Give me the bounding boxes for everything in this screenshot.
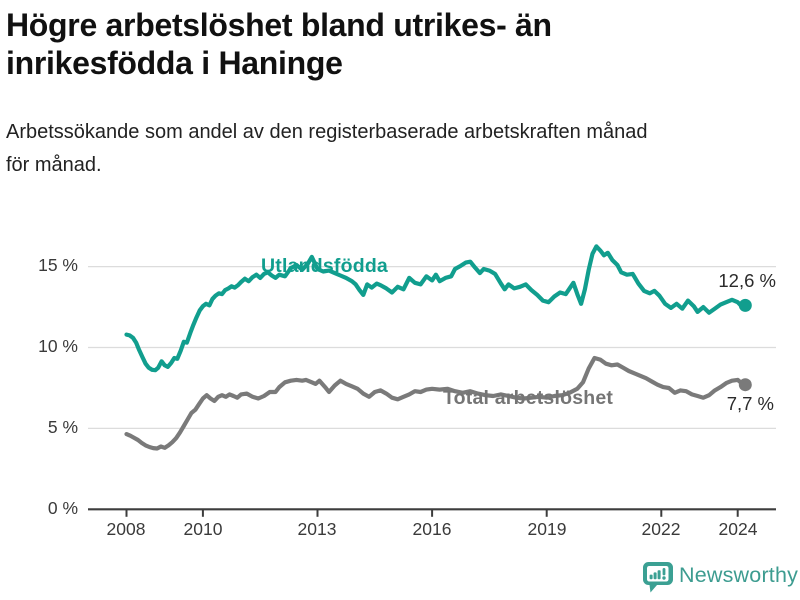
page-title: Högre arbetslöshet bland utrikes- än inr… [6,6,696,82]
end-value-label-total: 7,7 % [726,393,774,414]
brand-name: Newsworthy [679,563,799,587]
x-axis-label-2016: 2016 [412,519,452,539]
x-axis-label-2008: 2008 [106,519,146,539]
y-axis-label-10: 10 % [38,336,78,356]
y-axis-label-5: 5 % [47,417,78,437]
x-axis-label-2022: 2022 [641,519,681,539]
newsworthy-logo: Newsworthy [641,560,798,594]
end-value-label-utlandsfodda: 12,6 % [718,270,776,291]
x-axis-label-2024: 2024 [718,519,758,539]
title-line-2: inrikesfödda i Haninge [6,45,343,81]
chart-subtitle: Arbetssökande som andel av den registerb… [6,116,776,182]
x-axis-label-2010: 2010 [183,519,223,539]
series-label-total-arbetsloshet: Total arbetslöshet [443,387,614,409]
subtitle-line-2: för månad. [6,154,102,176]
y-axis-label-15: 15 % [38,255,78,275]
subtitle-line-1: Arbetssökande som andel av den registerb… [6,121,648,143]
newsworthy-bubble-icon [643,562,673,593]
y-axis-label-0: 0 % [47,498,78,518]
series-label-utlandsfodda: Utlandsfödda [261,255,388,277]
x-axis-label-2013: 2013 [297,519,337,539]
x-axis-label-2019: 2019 [527,519,567,539]
title-line-1: Högre arbetslöshet bland utrikes- än [6,7,552,43]
